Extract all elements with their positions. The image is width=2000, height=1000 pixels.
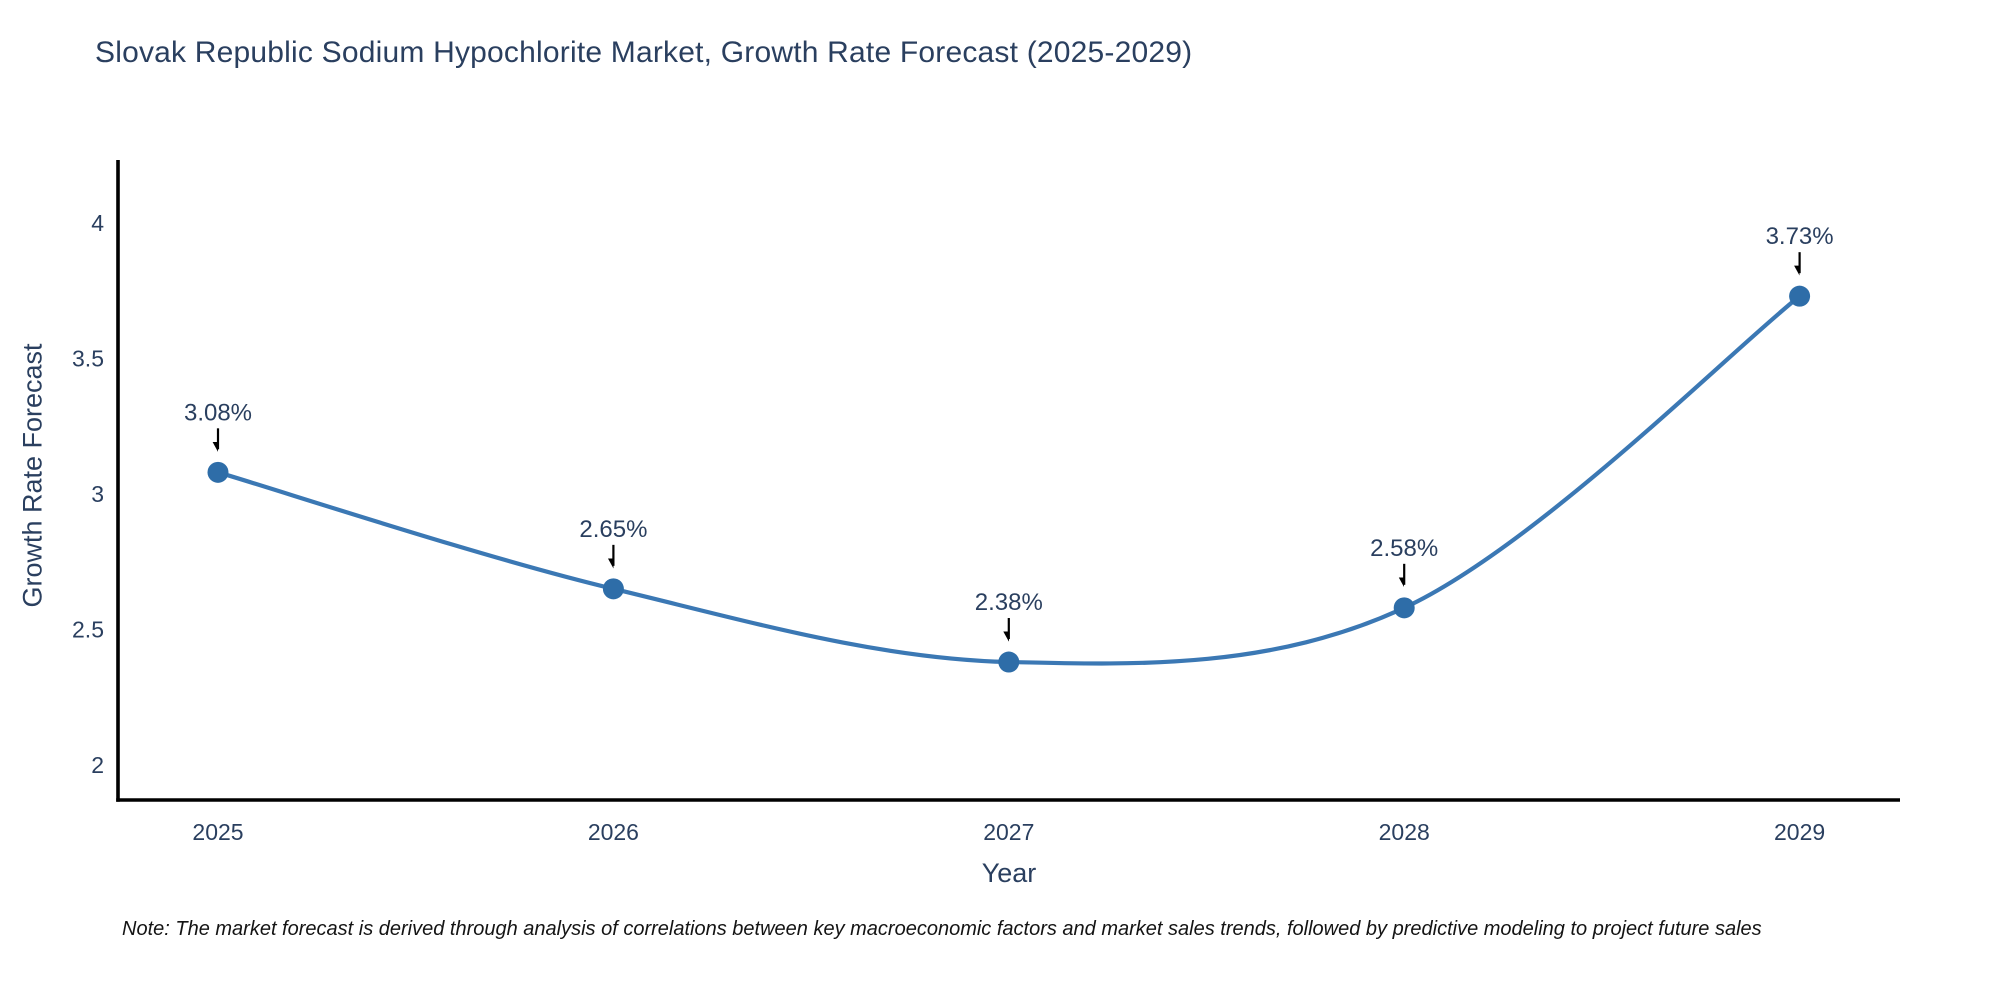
x-tick-label: 2026 [588, 819, 639, 845]
data-point-label: 2.58% [1370, 535, 1438, 562]
data-point-label: 3.73% [1766, 223, 1834, 250]
data-point-marker[interactable] [998, 651, 1020, 673]
x-tick-label: 2027 [983, 819, 1034, 845]
footnote: Note: The market forecast is derived thr… [122, 918, 1762, 940]
data-point-marker[interactable] [1393, 597, 1415, 619]
data-point-marker[interactable] [602, 578, 624, 600]
y-axis-title: Growth Rate Forecast [17, 343, 48, 608]
data-point-label: 2.38% [975, 589, 1043, 616]
data-point-label: 3.08% [184, 399, 252, 426]
x-tick-label: 2029 [1774, 819, 1825, 845]
data-point-marker[interactable] [207, 461, 229, 483]
x-axis-title: Year [981, 858, 1037, 888]
y-tick-label: 3 [91, 481, 104, 507]
data-point-label: 2.65% [579, 516, 647, 543]
x-tick-label: 2025 [192, 819, 243, 845]
chart-title: Slovak Republic Sodium Hypochlorite Mark… [95, 36, 1193, 69]
y-tick-label: 3.5 [72, 346, 104, 372]
y-tick-label: 2.5 [72, 617, 104, 643]
y-tick-label: 2 [91, 752, 104, 778]
data-point-marker[interactable] [1789, 285, 1811, 307]
x-tick-label: 2028 [1379, 819, 1430, 845]
y-tick-label: 4 [91, 210, 104, 236]
